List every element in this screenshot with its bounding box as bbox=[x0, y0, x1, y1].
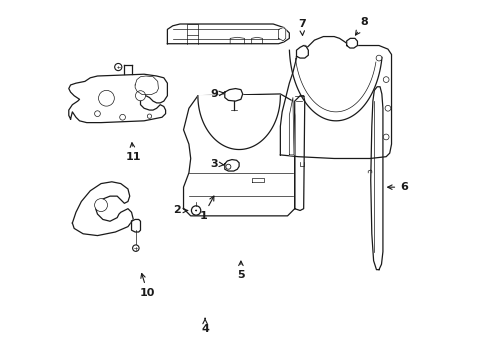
Polygon shape bbox=[251, 178, 264, 182]
Polygon shape bbox=[167, 24, 289, 44]
Polygon shape bbox=[294, 96, 304, 211]
Circle shape bbox=[99, 90, 114, 106]
Circle shape bbox=[135, 91, 145, 101]
Circle shape bbox=[147, 114, 151, 118]
Polygon shape bbox=[72, 182, 133, 235]
Circle shape bbox=[120, 114, 125, 120]
Circle shape bbox=[94, 111, 100, 117]
Text: 1: 1 bbox=[199, 196, 213, 221]
Text: 6: 6 bbox=[387, 182, 407, 192]
Text: 5: 5 bbox=[237, 261, 244, 280]
Polygon shape bbox=[370, 87, 382, 270]
Text: 8: 8 bbox=[355, 17, 368, 35]
Polygon shape bbox=[280, 37, 391, 158]
Text: 3: 3 bbox=[210, 159, 224, 169]
Circle shape bbox=[94, 199, 107, 212]
Text: 7: 7 bbox=[297, 19, 305, 35]
Polygon shape bbox=[346, 39, 357, 48]
Circle shape bbox=[375, 55, 381, 61]
Polygon shape bbox=[224, 89, 242, 101]
Polygon shape bbox=[198, 96, 280, 149]
Circle shape bbox=[384, 105, 390, 111]
Circle shape bbox=[383, 77, 388, 82]
Circle shape bbox=[191, 206, 201, 215]
Text: 4: 4 bbox=[201, 318, 208, 334]
Polygon shape bbox=[131, 220, 140, 232]
Polygon shape bbox=[289, 98, 293, 155]
Circle shape bbox=[383, 134, 388, 140]
Polygon shape bbox=[296, 45, 308, 58]
Circle shape bbox=[115, 63, 122, 71]
Polygon shape bbox=[183, 94, 294, 216]
Polygon shape bbox=[224, 159, 239, 171]
Polygon shape bbox=[69, 74, 167, 123]
Text: 2: 2 bbox=[173, 206, 187, 216]
Text: 9: 9 bbox=[210, 89, 224, 99]
Polygon shape bbox=[278, 28, 285, 41]
Text: 10: 10 bbox=[140, 274, 155, 298]
Circle shape bbox=[132, 245, 139, 251]
Text: 11: 11 bbox=[125, 143, 141, 162]
Circle shape bbox=[225, 164, 230, 169]
